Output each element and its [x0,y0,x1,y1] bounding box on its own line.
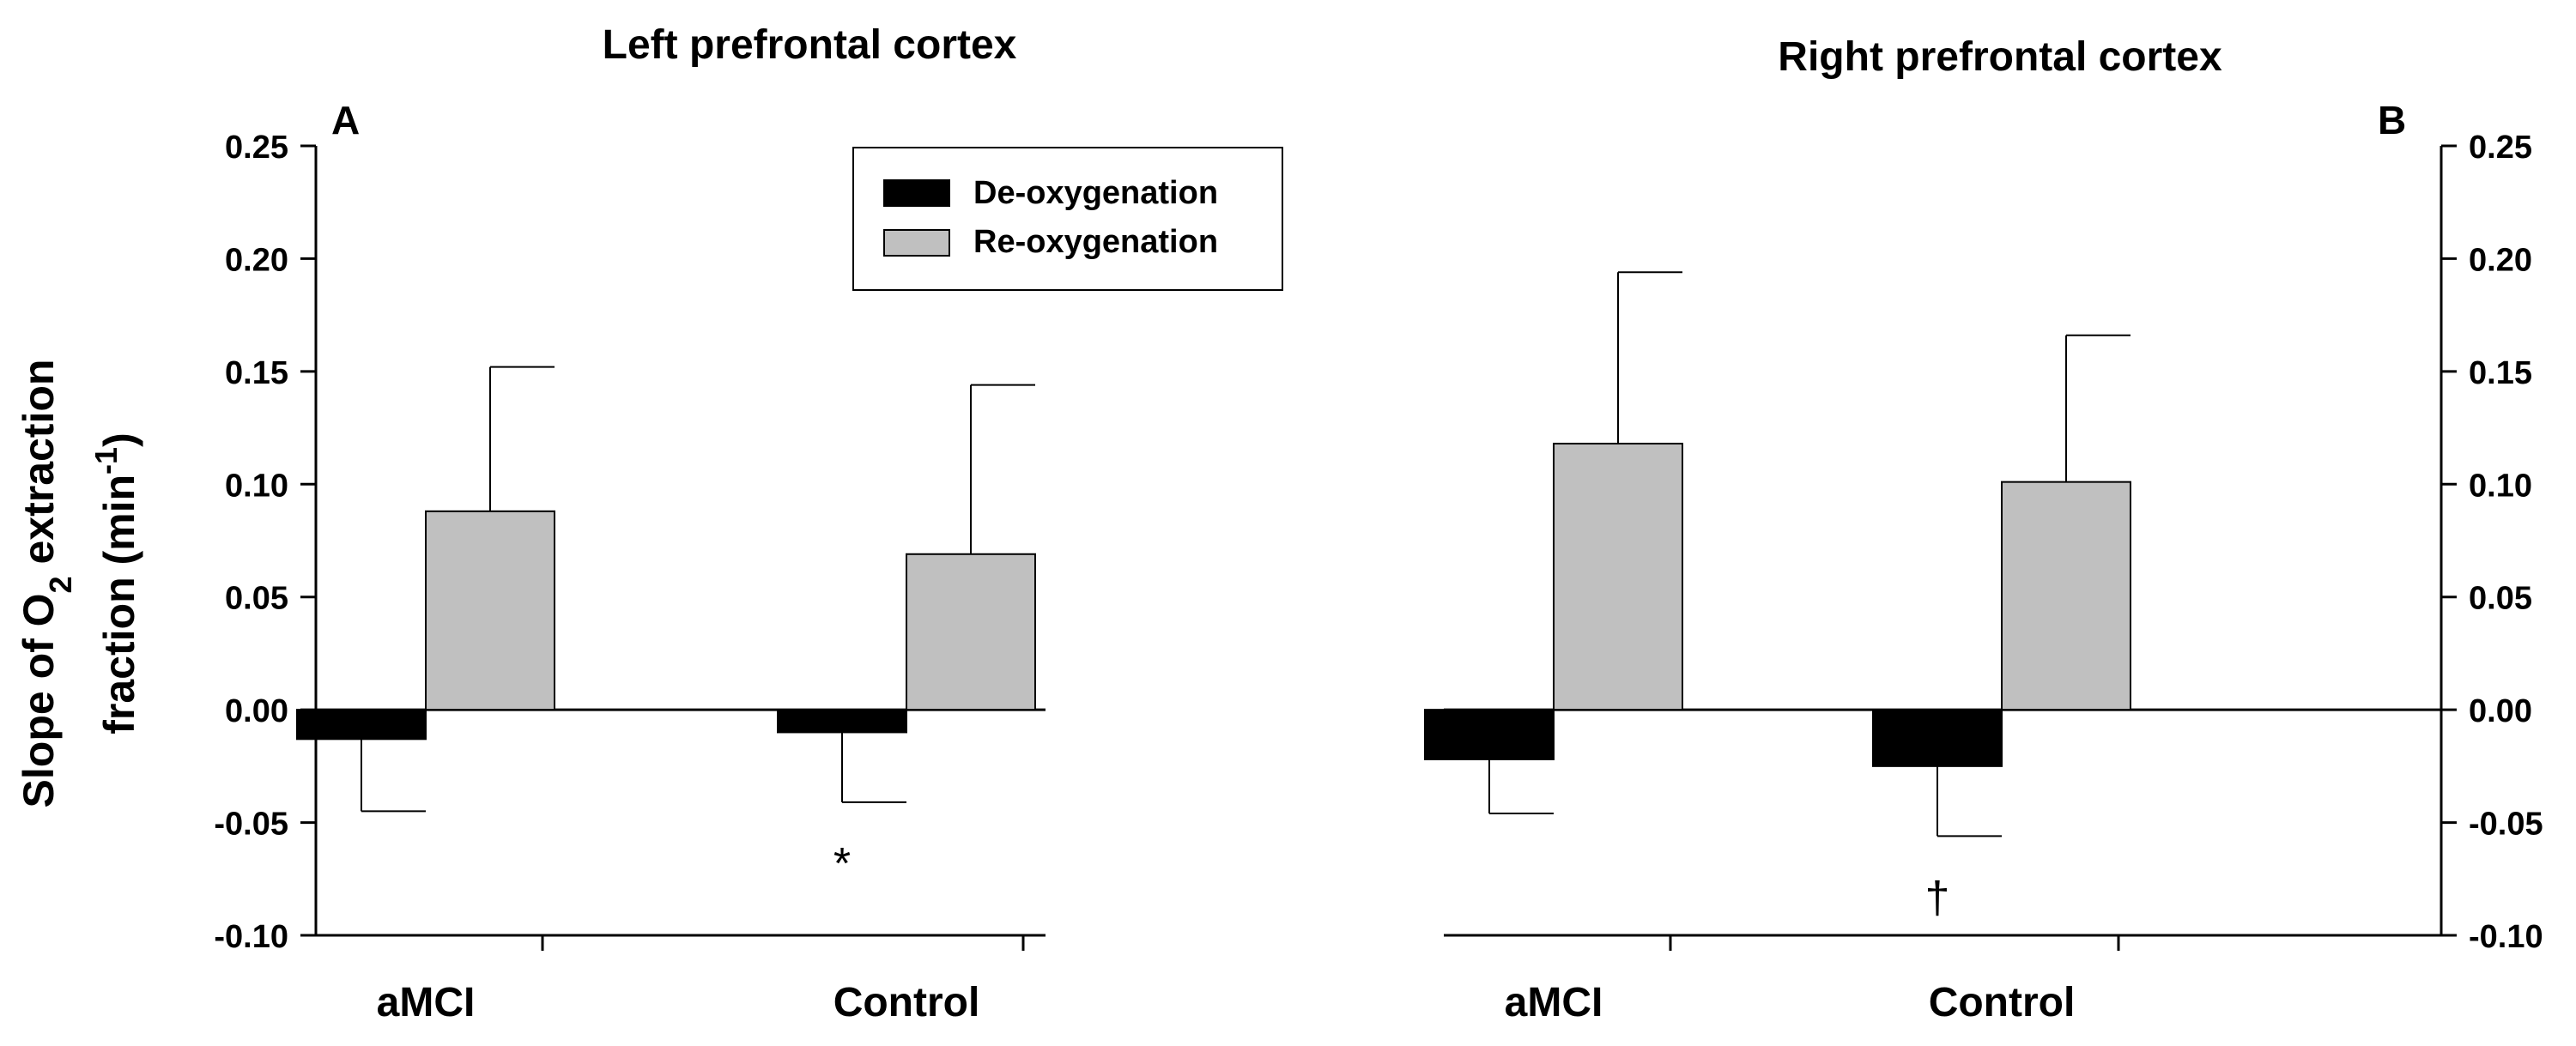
y-tick-label: 0.00 [2469,693,2532,729]
svg-text:fraction (min-1): fraction (min-1) [88,432,144,734]
plot-area-right: 0.25 0.20 0.15 0.10 0.05 0.00 -0.05 -0.10 aMCI Co… [1424,130,2543,1025]
legend-label-deoxygenation: De-oxygenation [973,175,1218,211]
legend: De-oxygenation Re-oxygenation [852,147,1283,291]
bar-re-oxygenation-control [906,553,1036,711]
y-tick-label: -0.05 [2469,807,2543,843]
bar-de-oxygenation-control [1872,709,2003,767]
y-label-superscript: -1 [88,447,124,475]
legend-swatch-reoxygenation [883,229,950,257]
legend-swatch-deoxygenation [883,179,950,207]
y-tick-label: 0.10 [225,468,288,504]
y-label-line2-end: ) [95,432,143,447]
y-tick-label: 0.15 [225,355,288,391]
bar-de-oxygenation-amci [1424,709,1555,760]
y-label-line2: fraction (min [95,475,143,735]
panel-a-label: A [331,98,360,142]
y-axis-label: Slope of O2 extraction fraction (min-1) [15,360,143,808]
x-tick-label-amci: aMCI [377,980,476,1025]
y-tick-label: 0.00 [225,693,288,729]
y-label-line1: Slope of O [15,593,63,807]
significance-marker: * [833,839,851,889]
panel-a-title: Left prefrontal cortex [603,22,1017,68]
legend-box [852,147,1283,291]
y-tick-label: 0.20 [2469,242,2532,278]
bar-re-oxygenation-control [2001,481,2131,711]
x-tick-label-control: Control [833,980,980,1025]
panel-b-title: Right prefrontal cortex [1778,34,2222,80]
bar-re-oxygenation-amci [425,510,555,711]
y-tick-label: 0.20 [225,242,288,278]
significance-marker: † [1925,873,1950,922]
panel-b-label: B [2378,98,2406,142]
bar-de-oxygenation-control [777,709,907,734]
svg-text:Slope of O2 extraction: Slope of O2 extraction [15,360,78,808]
y-tick-label: 0.05 [2469,581,2532,617]
x-tick-label-amci: aMCI [1505,980,1603,1025]
bar-re-oxygenation-amci [1553,442,1683,711]
plot-area-left: 0.25 0.20 0.15 0.10 0.05 0.00 -0.05 -0.10 aMCI Co… [214,130,1046,1025]
y-tick-label: 0.10 [2469,468,2532,504]
y-label-subscript: 2 [43,576,78,593]
y-tick-label: -0.10 [214,919,288,955]
y-tick-label: -0.10 [2469,919,2543,955]
y-tick-label: 0.15 [2469,355,2532,391]
bar-de-oxygenation-amci [296,709,427,741]
x-tick-label-control: Control [1929,980,2076,1025]
y-label-line1-end: extraction [15,360,63,577]
y-tick-label: -0.05 [214,807,288,843]
y-tick-label: 0.05 [225,581,288,617]
y-tick-label: 0.25 [2469,130,2532,166]
legend-label-reoxygenation: Re-oxygenation [973,224,1218,260]
y-tick-label: 0.25 [225,130,288,166]
